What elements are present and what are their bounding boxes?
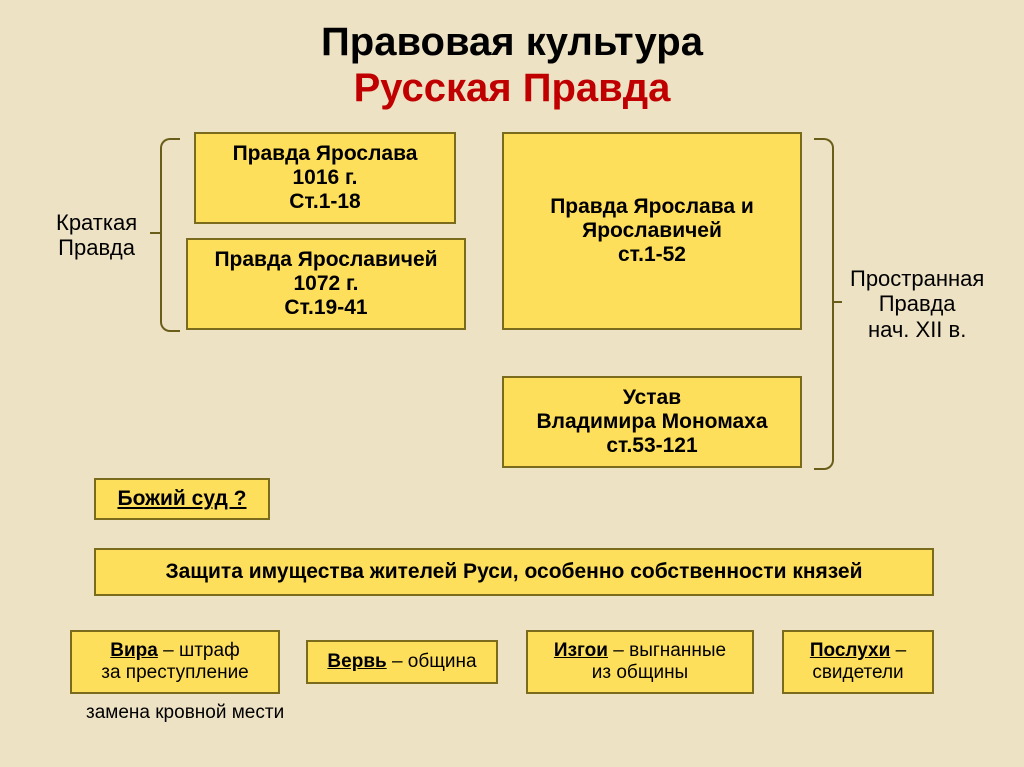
box-protection: Защита имущества жителей Руси, особенно … <box>94 548 934 596</box>
box-yaroslavichi: Правда Ярославичей 1072 г. Ст.19-41 <box>186 238 466 330</box>
box-poslukhi: Послухи – свидетели <box>782 630 934 694</box>
box-yaroslav: Правда Ярослава 1016 г. Ст.1-18 <box>194 132 456 224</box>
box-monomakh-l1: Устав <box>623 386 681 410</box>
box-yaroslavichi-l2: 1072 г. <box>293 272 358 296</box>
box-bozhiy-sud-text: Божий суд ? <box>117 487 246 511</box>
box-yaroslav-l1: Правда Ярослава <box>233 142 418 166</box>
left-label-l1: Краткая <box>56 210 137 235</box>
box-both-l1: Правда Ярослава и <box>550 195 754 219</box>
box-vira: Вира – штраф за преступление <box>70 630 280 694</box>
poslukhi-def: – <box>890 640 906 661</box>
izgoi-def: – выгнанные <box>608 640 726 661</box>
box-bozhiy-sud: Божий суд ? <box>94 478 270 520</box>
box-vira-l2: за преступление <box>101 662 249 684</box>
box-monomakh-l3: ст.53-121 <box>606 434 697 458</box>
title-line1: Правовая культура <box>0 20 1024 64</box>
left-label-l2: Правда <box>56 235 137 260</box>
box-vira-l1: Вира – штраф <box>110 640 239 662</box>
right-label-l1: Пространная <box>850 266 984 291</box>
box-yaroslavichi-l3: Ст.19-41 <box>284 296 367 320</box>
box-izgoi: Изгои – выгнанные из общины <box>526 630 754 694</box>
box-izgoi-l1: Изгои – выгнанные <box>554 640 726 662</box>
vira-term: Вира <box>110 640 158 661</box>
verv-def: – община <box>387 651 477 672</box>
box-monomakh: Устав Владимира Мономаха ст.53-121 <box>502 376 802 468</box>
right-label-l3: нач. XII в. <box>850 317 984 342</box>
vira-def: – штраф <box>158 640 240 661</box>
title-line2: Русская Правда <box>0 66 1024 110</box>
box-verv: Вервь – община <box>306 640 498 684</box>
brace-left <box>160 138 180 332</box>
right-label-l2: Правда <box>850 291 984 316</box>
right-label: Пространная Правда нач. XII в. <box>850 266 984 342</box>
box-yaroslav-l3: Ст.1-18 <box>289 190 360 214</box>
diagram-canvas: Правовая культура Русская Правда Краткая… <box>0 0 1024 767</box>
brace-right-tip <box>832 301 842 303</box>
box-poslukhi-l1: Послухи – <box>810 640 906 662</box>
box-both-l2: Ярославичей <box>582 219 722 243</box>
box-izgoi-l2: из общины <box>592 662 688 684</box>
box-monomakh-l2: Владимира Мономаха <box>536 410 767 434</box>
box-poslukhi-l2: свидетели <box>812 662 903 684</box>
brace-right <box>814 138 834 470</box>
verv-term: Вервь <box>327 651 386 672</box>
brace-left-tip <box>150 232 160 234</box>
box-both-l3: ст.1-52 <box>618 243 686 267</box>
box-yaroslavichi-l1: Правда Ярославичей <box>214 248 437 272</box>
box-both: Правда Ярослава и Ярославичей ст.1-52 <box>502 132 802 330</box>
left-label: Краткая Правда <box>56 210 137 261</box>
box-protection-text: Защита имущества жителей Руси, особенно … <box>165 560 862 584</box>
izgoi-term: Изгои <box>554 640 608 661</box>
footnote: замена кровной мести <box>86 702 284 724</box>
poslukhi-term: Послухи <box>810 640 890 661</box>
box-verv-l1: Вервь – община <box>327 651 476 673</box>
box-yaroslav-l2: 1016 г. <box>292 166 357 190</box>
